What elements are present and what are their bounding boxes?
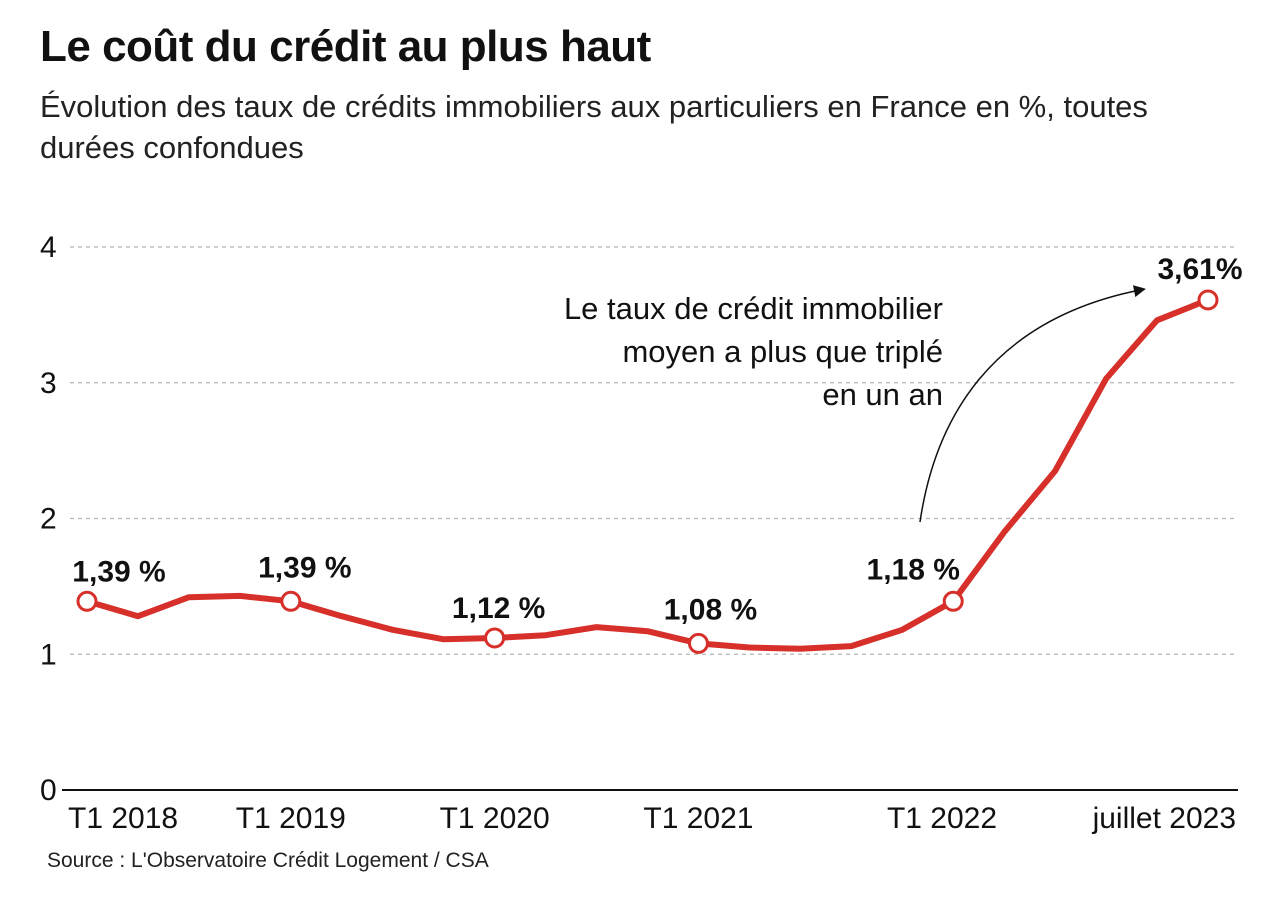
data-label: 1,12 % — [452, 592, 545, 625]
series — [84, 296, 1211, 652]
annotation-arrow — [919, 285, 1146, 523]
data-label: 1,39 % — [258, 551, 351, 584]
annotation-line: en un an — [822, 377, 943, 412]
data-point-marker — [1197, 289, 1219, 311]
data-label: 3,61% — [1157, 253, 1242, 286]
y-tick-label: 2 — [40, 503, 57, 536]
source-note: Source : L'Observatoire Crédit Logement … — [47, 849, 489, 872]
data-point-marker — [484, 627, 506, 649]
chart-title: Le coût du crédit au plus haut — [40, 22, 651, 71]
x-tick-label: juillet 2023 — [1092, 802, 1236, 835]
data-label: 1,18 % — [867, 553, 960, 586]
x-tick-label: T1 2022 — [887, 802, 997, 835]
y-tick-label: 3 — [40, 367, 57, 400]
data-point-marker — [942, 590, 964, 612]
data-point-marker — [687, 632, 709, 654]
y-tick-label: 1 — [40, 638, 57, 671]
x-tick-label: T1 2018 — [68, 802, 178, 835]
data-labels: 1,39 % 1,39 % 1,12 % 1,08 % 1,18 % 3,61% — [72, 253, 1242, 626]
data-label: 1,39 % — [72, 555, 165, 588]
x-tick-label: T1 2019 — [236, 802, 346, 835]
y-tick-label: 0 — [40, 774, 57, 807]
chart-subtitle: Évolution des taux de crédits immobilier… — [40, 89, 1148, 165]
annotation: Le taux de crédit immobilier moyen a plus… — [564, 285, 1146, 523]
data-point-marker — [280, 590, 302, 612]
grid-lines — [70, 246, 1238, 655]
data-markers — [76, 289, 1219, 654]
x-tick-label: T1 2020 — [440, 802, 550, 835]
axes: 0 1 2 3 4 T1 2018 T1 2019 T1 2020 T1 2021 T1 2022… — [40, 231, 1238, 835]
data-label: 1,08 % — [664, 593, 757, 626]
x-tick-label: T1 2021 — [643, 802, 753, 835]
annotation-line: moyen a plus que triplé — [622, 334, 943, 369]
y-tick-label: 4 — [40, 231, 57, 264]
annotation-line: Le taux de crédit immobilier — [564, 291, 943, 326]
data-point-marker — [76, 590, 98, 612]
series-line — [84, 296, 1211, 652]
